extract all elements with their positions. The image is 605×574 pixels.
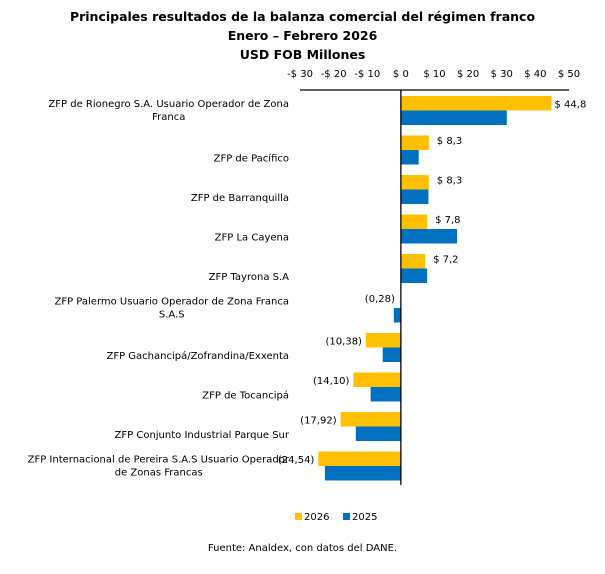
bar-2025-3 (400, 229, 458, 244)
bar-2026-2 (400, 175, 429, 190)
legend: 2026 2025 (295, 512, 377, 523)
x-tick-label: $ 0 (393, 69, 409, 80)
legend-label-2026: 2026 (304, 512, 329, 523)
category-label: ZFP de Tocancipá (202, 389, 289, 401)
category-label: ZFP Conjunto Industrial Parque Sur (115, 430, 290, 441)
bar-2026-7 (353, 372, 401, 387)
data-label: (0,28) (365, 294, 395, 305)
data-label: (10,38) (326, 336, 363, 347)
bar-2025-8 (355, 426, 401, 441)
chart-unit-label: USD FOB Millones (239, 47, 366, 62)
x-tick-label: $ 10 (423, 69, 445, 80)
bar-2025-7 (370, 387, 401, 402)
x-tick-label: -$ 30 (287, 69, 313, 80)
legend-swatch-2025 (343, 513, 350, 520)
data-label: (24,54) (278, 455, 315, 466)
category-label: ZFP Tayrona S.A (209, 272, 289, 283)
source-note: Fuente: Analdex, con datos del DANE. (207, 543, 398, 554)
bar-2026-4 (400, 254, 426, 269)
category-label: ZFP de Pacífico (214, 152, 289, 164)
category-label: ZFP Gachancipá/Zofrandina/Exxenta (106, 350, 289, 362)
x-tick-label: $ 50 (558, 69, 580, 80)
x-tick-label: -$ 20 (321, 69, 347, 80)
category-label: ZFP La Cayena (215, 232, 289, 243)
bar-2025-5 (393, 308, 401, 323)
data-label: $ 7,2 (433, 254, 458, 265)
bar-2026-9 (318, 451, 401, 466)
category-label-line2: de Zonas Francas (115, 467, 203, 478)
bar-2026-0 (400, 96, 552, 111)
bar-2026-6 (365, 333, 401, 348)
x-tick-label: $ 20 (457, 69, 479, 80)
category-label: ZFP Palermo Usuario Operador de Zona Fra… (55, 296, 290, 307)
data-label: $ 44,8 (555, 99, 587, 110)
bar-2025-4 (400, 268, 428, 283)
data-label: $ 8,3 (437, 175, 462, 186)
legend-swatch-2026 (295, 513, 302, 520)
chart-title: Principales resultados de la balanza com… (69, 9, 536, 24)
category-label: ZFP de Rionegro S.A. Usuario Operador de… (48, 99, 289, 110)
bar-2025-2 (400, 189, 429, 204)
bar-2025-9 (324, 466, 401, 481)
category-label-line2: S.A.S (159, 309, 185, 320)
data-labels: $ 44,8 $ 8,3 $ 8,3 $ 7,8 $ 7,2 (0,28) (10,38) (… (278, 99, 586, 466)
category-labels: ZFP de Rionegro S.A. Usuario Operador de… (28, 99, 290, 479)
data-label: (17,92) (300, 415, 337, 426)
bars (318, 96, 552, 481)
data-label: $ 8,3 (437, 136, 462, 147)
bar-2025-0 (400, 110, 507, 125)
category-label: ZFP de Barranquilla (191, 193, 289, 204)
x-axis-ticks: -$ 30 -$ 20 -$ 10 $ 0 $ 10 $ 20 $ 30 $ 40 $ 50 (287, 69, 580, 80)
x-tick-label: -$ 10 (354, 69, 380, 80)
bar-2025-1 (400, 150, 419, 165)
data-label: $ 7,8 (435, 215, 460, 226)
category-label-line2: Franca (152, 112, 185, 123)
bar-2026-1 (400, 135, 429, 150)
data-label: (14,10) (313, 376, 350, 387)
bar-2025-6 (382, 347, 401, 362)
bar-2026-8 (340, 412, 401, 427)
bar-2026-3 (400, 214, 428, 229)
x-tick-label: $ 30 (491, 69, 513, 80)
legend-label-2025: 2025 (352, 512, 377, 523)
category-label: ZFP Internacional de Pereira S.A.S Usuar… (28, 454, 290, 465)
chart-subtitle: Enero – Febrero 2026 (227, 28, 378, 43)
x-tick-label: $ 40 (524, 69, 546, 80)
axes (300, 89, 569, 485)
